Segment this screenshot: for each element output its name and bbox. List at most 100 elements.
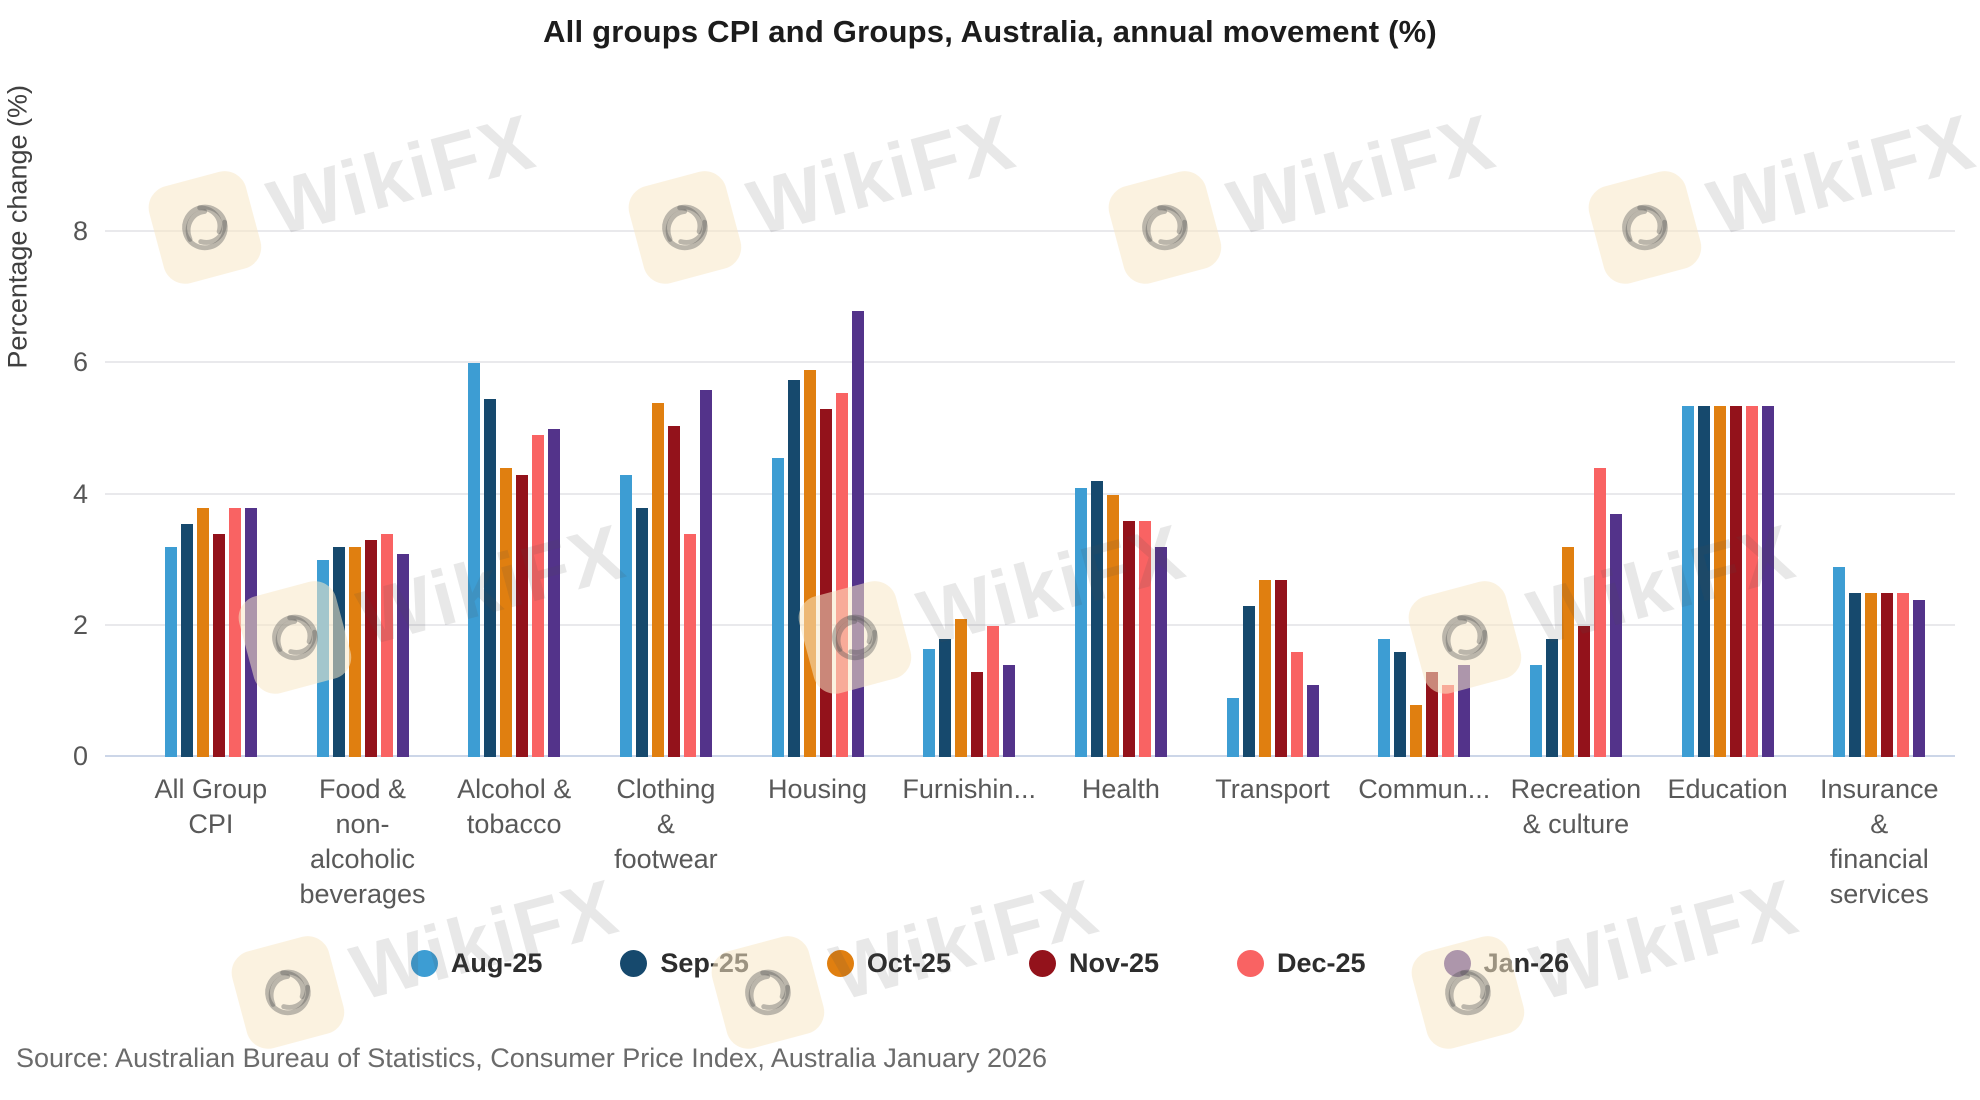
y-tick-label-0: 0 <box>72 741 88 771</box>
bar-nov-25-category-2 <box>516 474 529 757</box>
bar-oct-25-category-11 <box>1865 592 1878 757</box>
bar-group-11 <box>1833 232 1926 757</box>
bar-cluster-6 <box>1045 232 1197 757</box>
bar-cluster-1 <box>287 232 439 757</box>
bar-nov-25-category-10 <box>1729 405 1742 757</box>
x-tick-label-8: Commun... <box>1358 774 1491 804</box>
bar-jan-26-category-7 <box>1306 684 1319 757</box>
legend-item-nov-25: Nov-25 <box>1028 948 1159 979</box>
legend-item-jan-26: Jan-26 <box>1443 948 1570 979</box>
bar-nov-25-category-6 <box>1122 520 1135 757</box>
gridline-0 <box>105 755 1955 757</box>
bar-jan-26-category-9 <box>1609 514 1622 757</box>
bar-group-4 <box>771 232 864 757</box>
bar-oct-25-category-1 <box>348 547 361 757</box>
bar-jan-26-category-6 <box>1154 547 1167 757</box>
bar-cluster-8 <box>1348 232 1500 757</box>
bar-jan-26-category-5 <box>1003 665 1016 757</box>
bar-nov-25-category-4 <box>819 409 832 757</box>
bar-dec-25-category-0 <box>228 507 241 757</box>
bar-jan-26-category-11 <box>1913 599 1926 757</box>
plot-area <box>105 230 1955 757</box>
bar-dec-25-category-6 <box>1138 520 1151 757</box>
bar-jan-26-category-3 <box>699 389 712 757</box>
bar-nov-25-category-7 <box>1274 579 1287 757</box>
chart-title: All groups CPI and Groups, Australia, an… <box>543 14 1437 49</box>
y-tick-label-2: 2 <box>72 609 88 640</box>
legend-marker-icon <box>826 950 854 977</box>
bar-nov-25-category-9 <box>1577 625 1590 757</box>
gridline-4 <box>105 492 1955 495</box>
bar-group-7 <box>1226 232 1319 757</box>
legend-marker-icon <box>1028 950 1056 977</box>
bar-aug-25-category-1 <box>316 560 329 757</box>
legend-item-oct-25: Oct-25 <box>826 948 951 979</box>
bar-dec-25-category-11 <box>1897 592 1910 757</box>
bar-aug-25-category-4 <box>771 458 784 757</box>
x-tick-label-7: Transport <box>1215 774 1330 804</box>
legend-item-sep-25: Sep-25 <box>620 948 749 979</box>
bar-nov-25-category-8 <box>1426 671 1439 757</box>
x-tick-label-11: Insurance & financial services <box>1819 774 1939 909</box>
legend-marker-icon <box>1443 950 1471 977</box>
legend-item-aug-25: Aug-25 <box>410 948 542 979</box>
x-tick-label-1: Food & non- alcoholic beverages <box>299 774 426 909</box>
bar-dec-25-category-4 <box>835 392 848 757</box>
bar-nov-25-category-5 <box>971 671 984 757</box>
bar-dec-25-category-8 <box>1442 684 1455 757</box>
legend-item-dec-25: Dec-25 <box>1237 948 1366 979</box>
source-note: Source: Australian Bureau of Statistics,… <box>16 1043 1048 1073</box>
bar-dec-25-category-1 <box>380 533 393 757</box>
x-tick-label-6: Health <box>1081 774 1160 804</box>
bar-cluster-2 <box>438 232 590 757</box>
legend-item-label: Dec-25 <box>1277 948 1366 978</box>
bar-group-2 <box>468 232 561 757</box>
bar-sep-25-category-11 <box>1849 592 1862 757</box>
gridline-8 <box>105 230 1955 232</box>
bar-dec-25-category-5 <box>987 625 1000 757</box>
bar-sep-25-category-1 <box>332 547 345 757</box>
x-tick-label-4: Housing <box>767 774 868 804</box>
bar-cluster-7 <box>1197 232 1349 757</box>
bar-dec-25-category-2 <box>532 435 545 757</box>
x-tick-label-0: All Group CPI <box>154 774 268 839</box>
x-tick-label-10: Education <box>1667 774 1788 804</box>
y-tick-label-8: 8 <box>72 216 88 246</box>
bar-group-1 <box>316 232 409 757</box>
bar-aug-25-category-3 <box>619 474 632 757</box>
y-tick-label-6: 6 <box>72 347 88 378</box>
bar-aug-25-category-11 <box>1833 566 1846 757</box>
bar-oct-25-category-9 <box>1561 547 1574 757</box>
bar-group-10 <box>1681 232 1774 757</box>
bar-oct-25-category-2 <box>500 468 513 757</box>
bar-jan-26-category-1 <box>396 553 409 757</box>
legend-marker-icon <box>410 950 438 977</box>
bar-dec-25-category-3 <box>683 533 696 757</box>
bar-jan-26-category-2 <box>548 428 561 757</box>
bar-clusters <box>105 232 1955 757</box>
bar-aug-25-category-9 <box>1529 665 1542 757</box>
gridline-6 <box>105 361 1955 364</box>
bar-group-6 <box>1074 232 1167 757</box>
legend-item-label: Oct-25 <box>866 948 951 978</box>
legend-item-label: Nov-25 <box>1068 948 1159 978</box>
bar-sep-25-category-5 <box>939 638 952 757</box>
bar-oct-25-category-4 <box>803 369 816 757</box>
bar-sep-25-category-7 <box>1242 606 1255 757</box>
bar-oct-25-category-5 <box>955 619 968 757</box>
bar-cluster-3 <box>590 232 742 757</box>
bar-aug-25-category-7 <box>1226 697 1239 757</box>
bar-dec-25-category-10 <box>1745 405 1758 757</box>
bar-nov-25-category-1 <box>364 540 377 757</box>
bar-oct-25-category-7 <box>1258 579 1271 757</box>
bar-aug-25-category-6 <box>1074 487 1087 757</box>
bar-group-0 <box>164 232 257 757</box>
bar-dec-25-category-7 <box>1290 652 1303 757</box>
bar-jan-26-category-4 <box>851 310 864 757</box>
bar-sep-25-category-0 <box>180 524 193 757</box>
bar-cluster-4 <box>742 232 894 757</box>
legend-item-label: Jan-26 <box>1483 948 1570 978</box>
legend-marker-icon <box>620 950 648 977</box>
bar-aug-25-category-0 <box>164 547 177 757</box>
